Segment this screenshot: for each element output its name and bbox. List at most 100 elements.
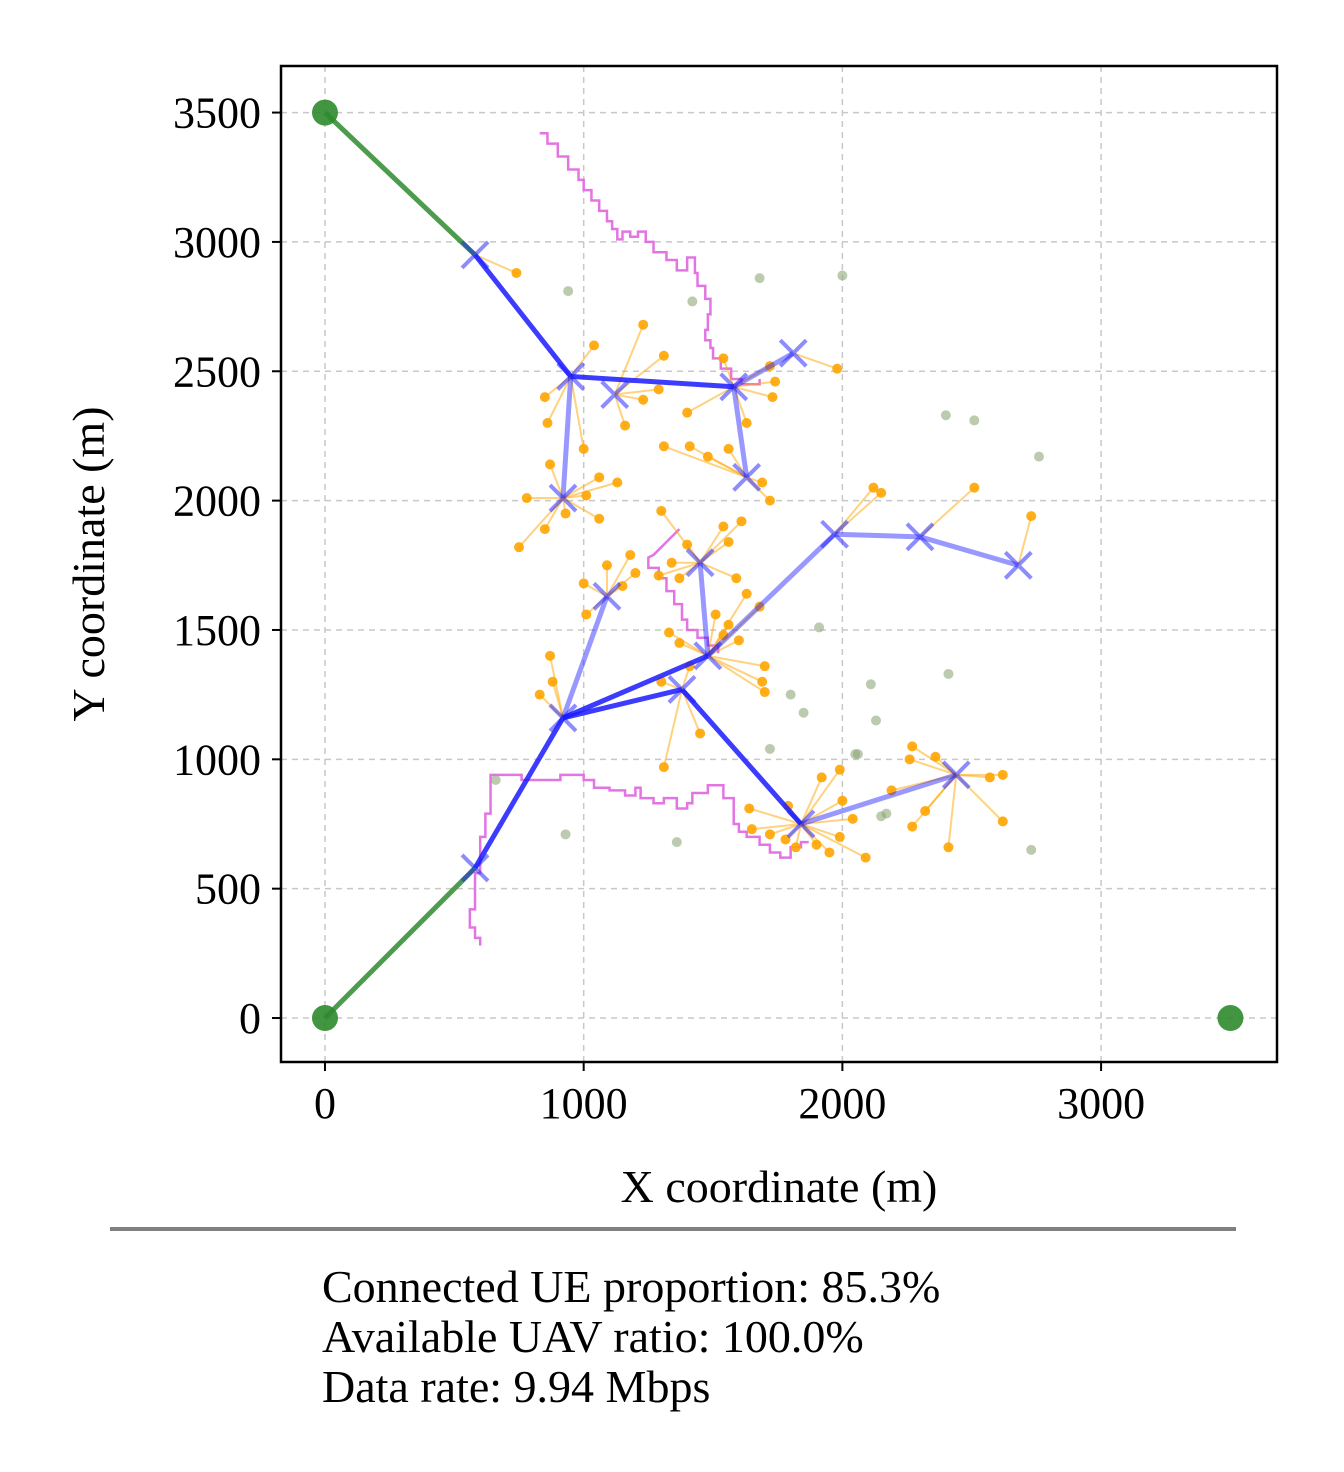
ue-link (1017, 515, 1033, 566)
ue-connected (653, 384, 664, 395)
connected-ue-proportion: Connected UE proportion: 85.3% (322, 1261, 941, 1312)
ue-connected (733, 635, 744, 646)
ue-connected (638, 319, 649, 330)
ue-connected (886, 785, 897, 796)
ue-link (613, 394, 627, 426)
ue-unconnected (865, 679, 876, 690)
uav-marker (548, 483, 578, 513)
ue-connected (759, 661, 770, 672)
uav-link-weak (731, 386, 750, 478)
ue-link (613, 324, 645, 395)
ue-link (748, 807, 802, 825)
uav-marker (460, 853, 490, 883)
ue-connected (837, 795, 848, 806)
y-tick-label: 3000 (173, 218, 261, 267)
ue-link (891, 773, 957, 792)
ue-unconnected (940, 410, 951, 421)
ue-connected (710, 609, 721, 620)
ue-link (658, 561, 701, 577)
uav-link-weak (560, 595, 610, 719)
uav-link-weak (834, 531, 921, 540)
ue-connected (658, 441, 669, 452)
ue-connected (930, 751, 941, 762)
ue-link (686, 385, 735, 414)
ue-connected (658, 762, 669, 773)
ue-connected (653, 570, 664, 581)
ue-connected (868, 482, 879, 493)
ue-connected (860, 852, 871, 863)
uav-link-weak (560, 376, 574, 499)
ue-link (800, 823, 867, 859)
ue-unconnected (871, 715, 882, 726)
ue-connected (542, 418, 553, 429)
ue-link (769, 823, 802, 836)
ue-connected (534, 689, 545, 700)
ue-connected (638, 394, 649, 405)
ue-connected (674, 573, 685, 584)
ue-link (800, 799, 843, 825)
uav-link-weak (800, 772, 957, 827)
uav-marker (732, 462, 762, 492)
tick-layer: 0 1000 2000 3000 0 500 1000 1500 2000 2500 3000 350… (173, 89, 1145, 1128)
ue-connected (666, 557, 677, 568)
ue-connected (630, 568, 641, 579)
ue-connected (589, 340, 600, 351)
ue-link (614, 388, 659, 396)
ue-link (751, 823, 802, 831)
uav-marker (667, 675, 697, 704)
data-rate: Data rate: 9.94 Mbps (322, 1361, 711, 1412)
ue-unconnected (560, 829, 571, 840)
ue-connected (764, 495, 775, 506)
ue-connected (578, 443, 589, 454)
plot-frame (279, 64, 1279, 1064)
uav-link-weak (697, 562, 711, 657)
ue-connected (664, 627, 675, 638)
ue-link (707, 654, 763, 683)
uav-link-layer (472, 253, 1019, 870)
ue-connected (695, 728, 706, 739)
ue-connected (744, 803, 755, 814)
ue-connected (601, 560, 612, 571)
ground-station-layer (311, 99, 1244, 1032)
ue-link (706, 614, 717, 657)
ue-connected (790, 842, 801, 853)
uav-link-strong (570, 373, 734, 390)
backhaul-layer (323, 110, 477, 1020)
ue-link (947, 774, 958, 848)
y-tick-label: 3500 (173, 89, 261, 138)
ue-link (551, 681, 564, 719)
ue-link (733, 380, 776, 388)
ue-connected (674, 637, 685, 648)
ue-connected (847, 813, 858, 824)
ue-connected (754, 601, 765, 612)
uav-marker (905, 522, 935, 552)
grid-layer (281, 66, 1277, 1062)
ue-connected (876, 487, 887, 498)
ue-unconnected (852, 749, 863, 760)
ue-link (722, 357, 735, 388)
ue-connected (757, 477, 768, 488)
ue-connected (539, 524, 550, 535)
ue-connected (581, 490, 592, 501)
ue-connected (718, 630, 729, 641)
ue-link (546, 375, 572, 424)
ue-connected (560, 508, 571, 519)
uav-marker (548, 703, 578, 733)
trajectory-layer (468, 132, 809, 946)
ue-unconnected (1026, 844, 1037, 855)
y-tick-label: 2000 (173, 477, 261, 526)
ue-link (707, 654, 766, 693)
uav-link-weak (706, 532, 837, 658)
ue-link (662, 689, 683, 768)
ue-connected (718, 353, 729, 364)
uav-marker (556, 362, 586, 391)
ue-connected (816, 772, 827, 783)
ue-connected (547, 676, 558, 687)
ue-connected (682, 407, 693, 418)
ue-unconnected (490, 775, 501, 786)
uav-link-strong (472, 716, 566, 870)
backhaul-link (323, 866, 477, 1020)
ground-station (311, 1005, 338, 1032)
uav-marker (592, 581, 622, 611)
ue-connected (741, 588, 752, 599)
